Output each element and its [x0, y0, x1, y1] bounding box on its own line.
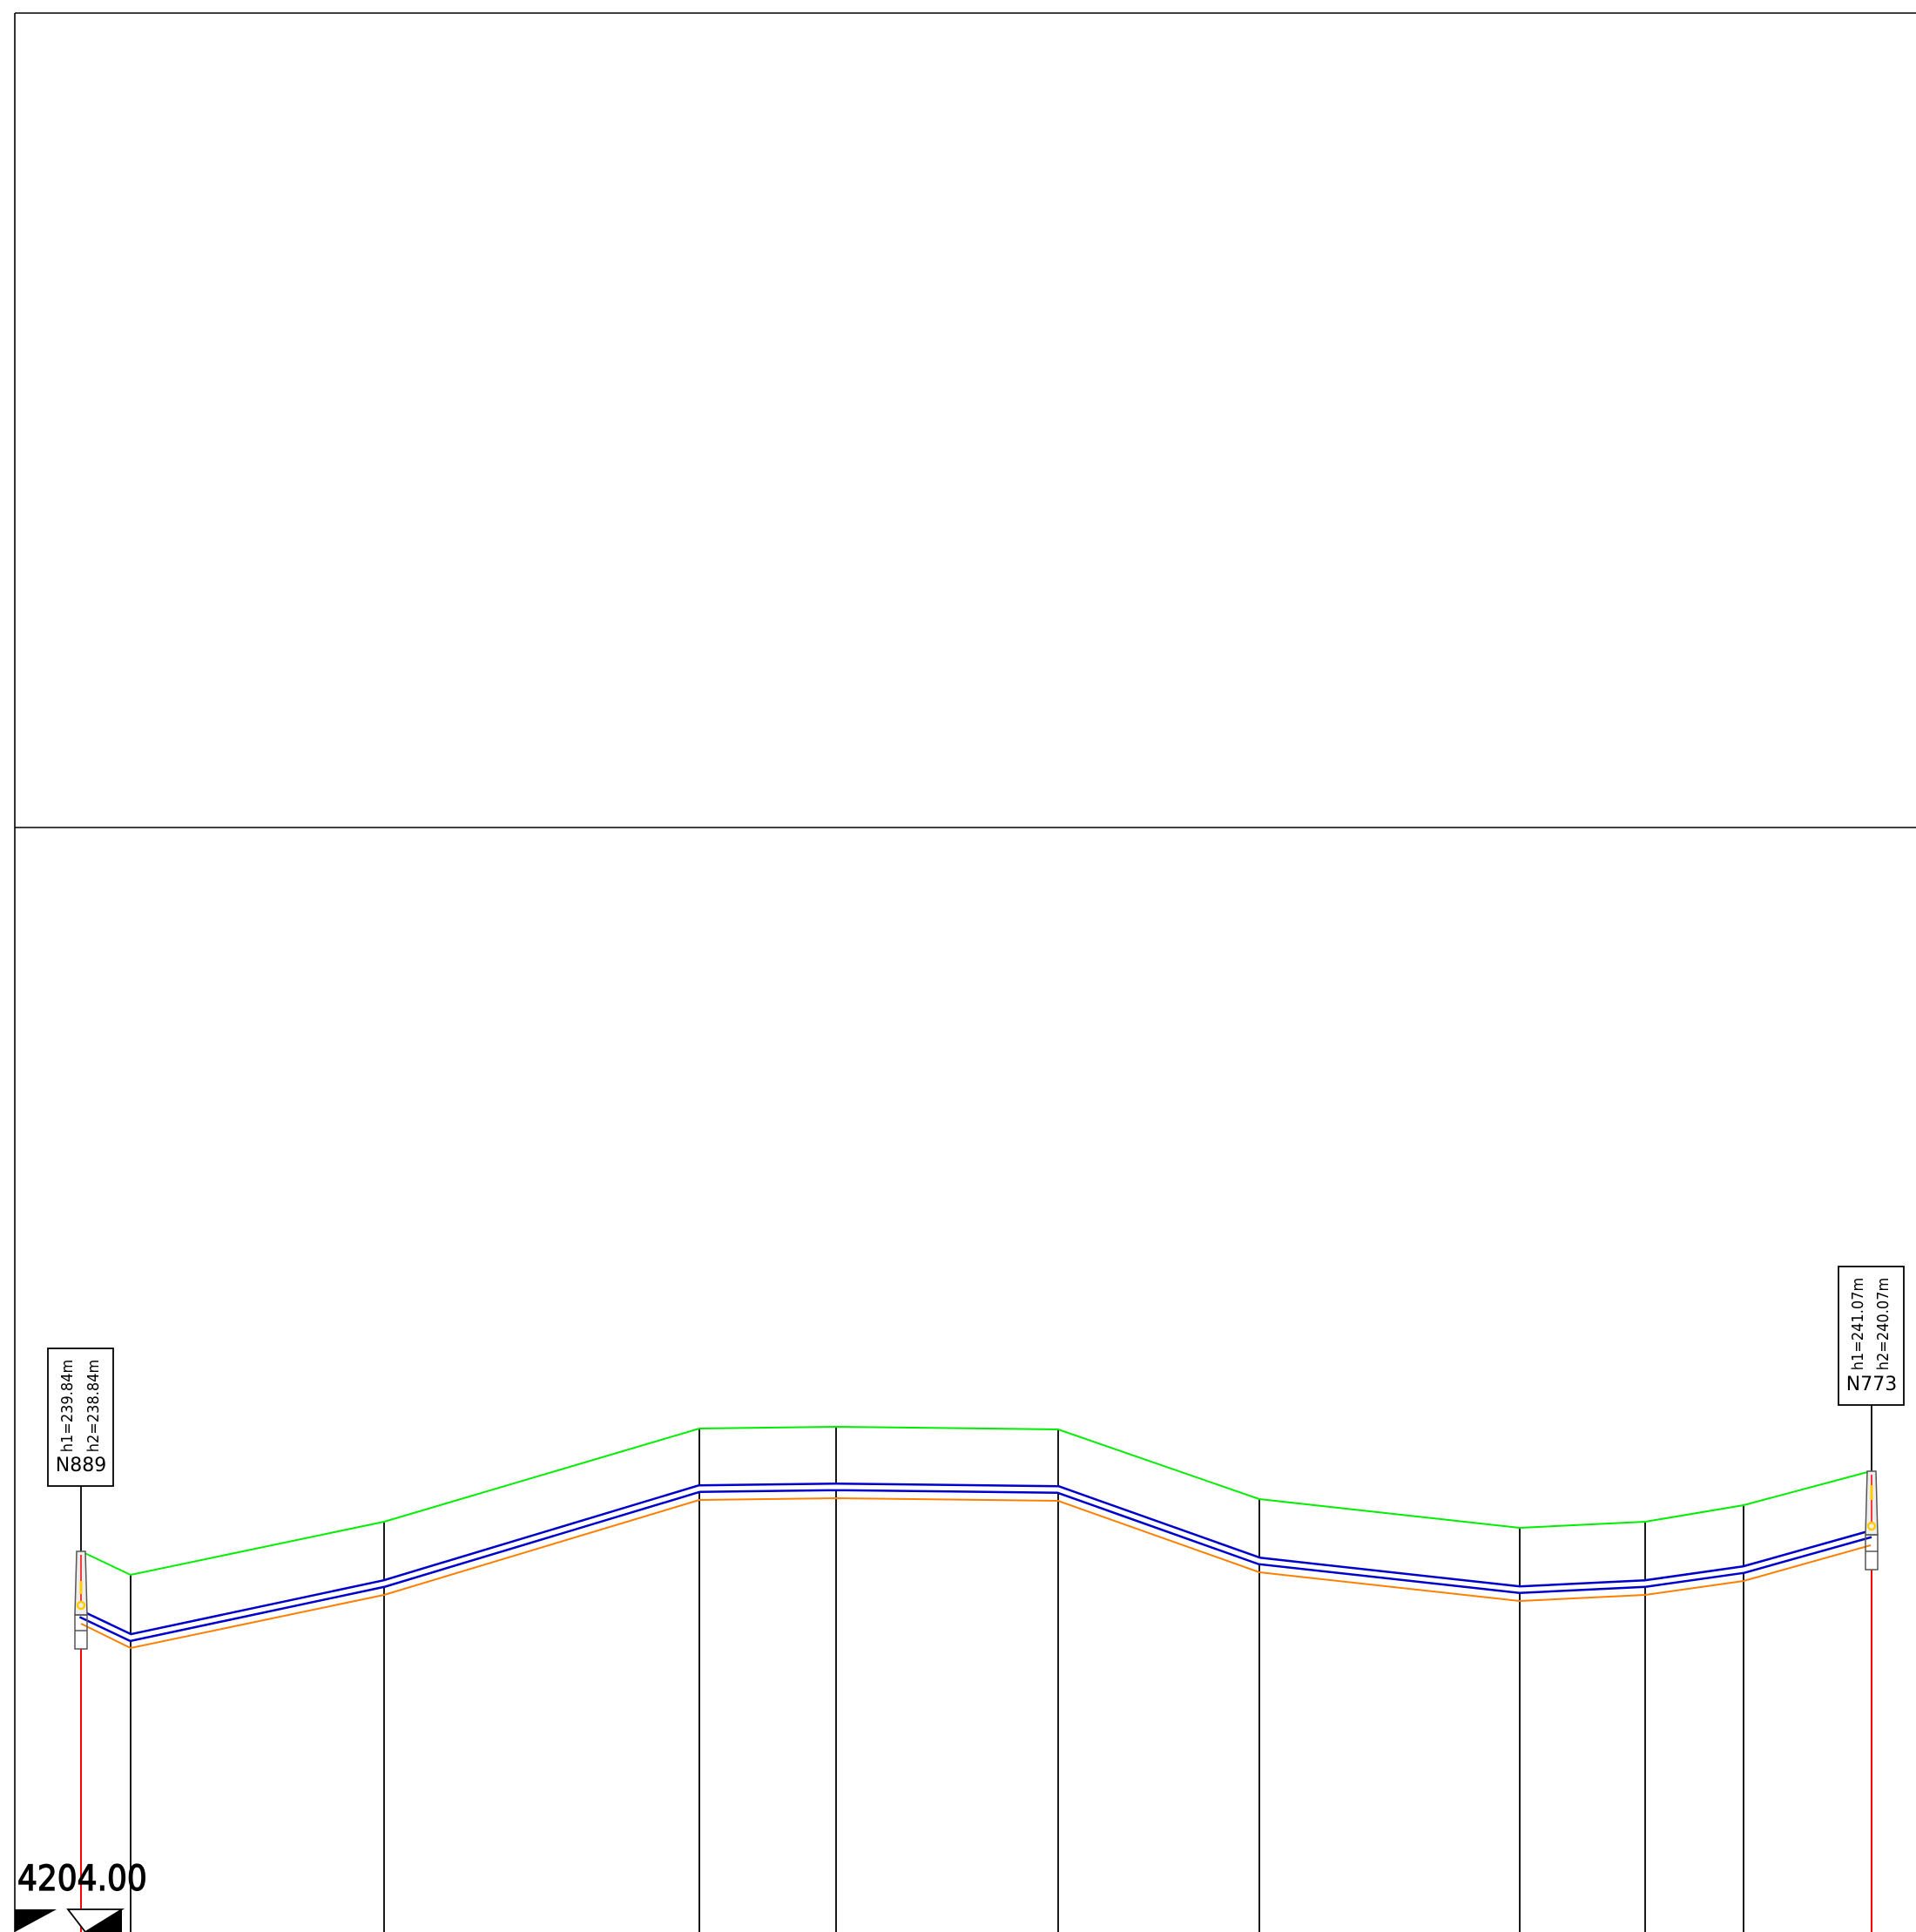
- reference-elevation-label: 4204.00: [17, 1859, 147, 1899]
- manhole-base: [1865, 1534, 1879, 1571]
- datum-marker-fill: [85, 1909, 122, 1932]
- drawing-frame: [14, 12, 1916, 1932]
- manhole-base: [74, 1614, 88, 1650]
- bedding-line: [80, 1496, 1872, 1650]
- manhole-h2-label: h2=238.84m: [84, 1360, 103, 1453]
- manhole-label-box: [47, 1348, 114, 1487]
- manhole-n889[interactable]: h1=239.84m h2=238.84m N889: [47, 1348, 114, 1932]
- pipe: [78, 1482, 1872, 1643]
- manhole-h1-label: h1=241.07m: [1849, 1278, 1867, 1371]
- manhole-n773[interactable]: h1=241.07m h2=240.07m N773: [1838, 1266, 1905, 1932]
- manhole-h2-label: h2=240.07m: [1874, 1278, 1892, 1371]
- manhole-id-label: N889: [56, 1455, 106, 1476]
- datum-marker-icon: [15, 1909, 57, 1932]
- manhole-id-label: N773: [1846, 1374, 1897, 1395]
- pipe-body: [78, 1482, 1872, 1643]
- terrain-line: [80, 1425, 1872, 1577]
- station-lines: [130, 1427, 1744, 1932]
- pipe-inner: [79, 1484, 1872, 1640]
- manhole-label-box: [1838, 1266, 1905, 1406]
- datum-markers: [15, 1908, 125, 1932]
- manhole-invert-marker: [76, 1600, 86, 1611]
- manhole-h1-label: h1=239.84m: [58, 1360, 77, 1453]
- manhole-invert-marker: [1866, 1521, 1877, 1531]
